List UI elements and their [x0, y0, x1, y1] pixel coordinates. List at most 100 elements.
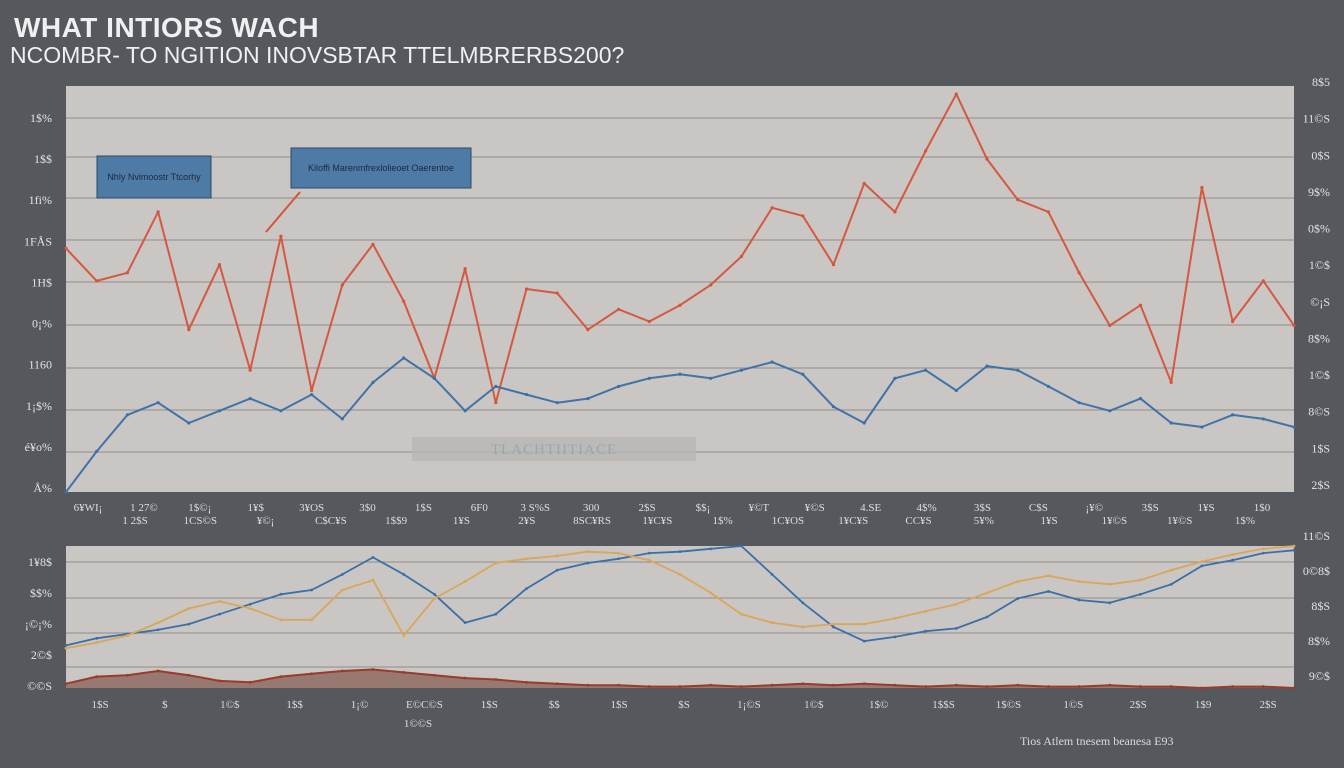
x-tick-label: C$C¥S: [315, 515, 347, 527]
series-point-lower: [340, 588, 344, 592]
x-tick-label: 1©$: [220, 699, 240, 711]
series-point-main: [524, 392, 529, 397]
series-point-main: [279, 409, 283, 413]
x-tick-label: $: [162, 699, 168, 711]
series-point-lower: [678, 550, 682, 554]
series-point-main: [770, 360, 774, 364]
y-tick-label-right: 11©S: [1303, 529, 1330, 543]
series-point-main: [1138, 397, 1143, 401]
series-point-lower: [1108, 601, 1112, 605]
y-tick-label-right: 8$5: [1312, 75, 1330, 89]
y-tick-label-left: 1H$: [31, 275, 52, 289]
series-point-lower: [1200, 560, 1204, 564]
series-point-lower: [433, 592, 436, 596]
x-tick-label: 1$S: [481, 699, 498, 711]
series-point-main: [1231, 319, 1235, 324]
series-point-lower: [402, 670, 406, 674]
series-point-main: [555, 401, 559, 405]
series-point-lower: [1292, 548, 1296, 552]
x-tick-label: 1$$9: [385, 515, 408, 527]
x-tick-label: 1¥C¥S: [838, 515, 868, 527]
chart-title: WHAT INTIORS WACH: [14, 12, 320, 43]
y-tick-label-right: 1©$: [1309, 258, 1330, 272]
series-point-main: [985, 364, 989, 368]
series-point-main: [64, 490, 68, 494]
series-point-lower: [494, 678, 498, 681]
x-tick-label: 1$0: [1254, 502, 1271, 514]
series-point-lower: [187, 622, 191, 626]
x-tick-label: 1$©¡: [188, 502, 211, 514]
series-point-lower: [586, 561, 590, 565]
series-point-main: [248, 397, 252, 401]
series-point-lower: [985, 615, 989, 619]
series-point-main: [678, 372, 682, 376]
series-point-main: [524, 287, 529, 291]
series-point-lower: [1139, 685, 1142, 688]
series-point-lower: [740, 685, 743, 688]
series-point-main: [187, 328, 191, 332]
series-point-lower: [248, 607, 252, 610]
x-tick-label: 3$S: [974, 502, 991, 514]
series-point-lower: [1231, 685, 1234, 688]
series-point-main: [709, 283, 713, 287]
series-point-main: [954, 388, 958, 393]
chart-footer-note: Tios Atlem tnesem beanesa E93: [1020, 734, 1174, 748]
series-point-lower: [310, 588, 313, 592]
series-point-lower: [95, 636, 99, 640]
series-point-lower: [1292, 544, 1296, 548]
series-point-main: [586, 328, 590, 332]
y-tick-label-right: 8$%: [1308, 331, 1330, 345]
x-tick-label: 1$S: [611, 699, 628, 711]
series-point-main: [310, 392, 314, 397]
x-tick-label: $$¡: [696, 502, 711, 514]
series-point-lower: [709, 683, 713, 687]
series-point-lower: [1261, 547, 1265, 551]
y-tick-label-left: 0¡%: [32, 317, 52, 331]
series-point-lower: [1169, 568, 1173, 572]
series-point-lower: [248, 602, 252, 606]
series-point-main: [1169, 421, 1173, 425]
plot-area-lower: [66, 546, 1294, 688]
series-point-lower: [617, 557, 620, 561]
series-point-main: [217, 409, 222, 413]
series-point-lower: [1200, 686, 1204, 690]
series-point-lower: [924, 629, 927, 633]
series-point-main: [1261, 279, 1265, 283]
series-point-lower: [924, 685, 927, 688]
series-point-main: [893, 210, 897, 214]
series-point-lower: [1047, 590, 1050, 593]
annotation-box: [412, 437, 696, 461]
series-point-lower: [770, 573, 774, 576]
series-point-lower: [1261, 685, 1265, 688]
series-point-lower: [555, 682, 559, 686]
series-point-lower: [617, 551, 620, 555]
y-tick-label-right: 0$%: [1308, 222, 1330, 236]
series-point-lower: [1139, 578, 1142, 582]
x-tick-label: 6F0: [471, 502, 489, 514]
x-tick-label: 1 27©: [130, 502, 158, 514]
series-point-main: [647, 319, 651, 324]
series-point-lower: [617, 683, 620, 687]
plot-area-main: [66, 86, 1294, 492]
x-tick-label: 1$9: [1195, 699, 1212, 711]
x-tick-label: 1¥©S: [1167, 515, 1192, 527]
series-point-lower: [801, 625, 805, 629]
series-point-main: [1108, 323, 1112, 328]
x-tick-label: 1CS©S: [184, 515, 217, 527]
series-point-main: [125, 271, 129, 275]
series-point-lower: [801, 601, 805, 605]
x-tick-label: 4$%: [916, 502, 936, 514]
series-point-main: [739, 368, 744, 372]
series-point-lower: [555, 568, 559, 572]
series-point-main: [494, 401, 498, 405]
annotation-text: TLACHTIITIACE: [491, 442, 617, 458]
series-point-lower: [893, 635, 897, 639]
series-point-main: [1016, 368, 1020, 372]
series-point-lower: [1016, 580, 1020, 583]
series-point-lower: [64, 644, 68, 647]
annotation-text: Nhly Nvimoostr Ttcorhy: [107, 172, 201, 182]
y-tick-label-left: 1FÅS: [24, 234, 52, 248]
series-point-lower: [832, 622, 835, 626]
series-point-lower: [463, 621, 467, 625]
series-point-lower: [1077, 598, 1081, 602]
